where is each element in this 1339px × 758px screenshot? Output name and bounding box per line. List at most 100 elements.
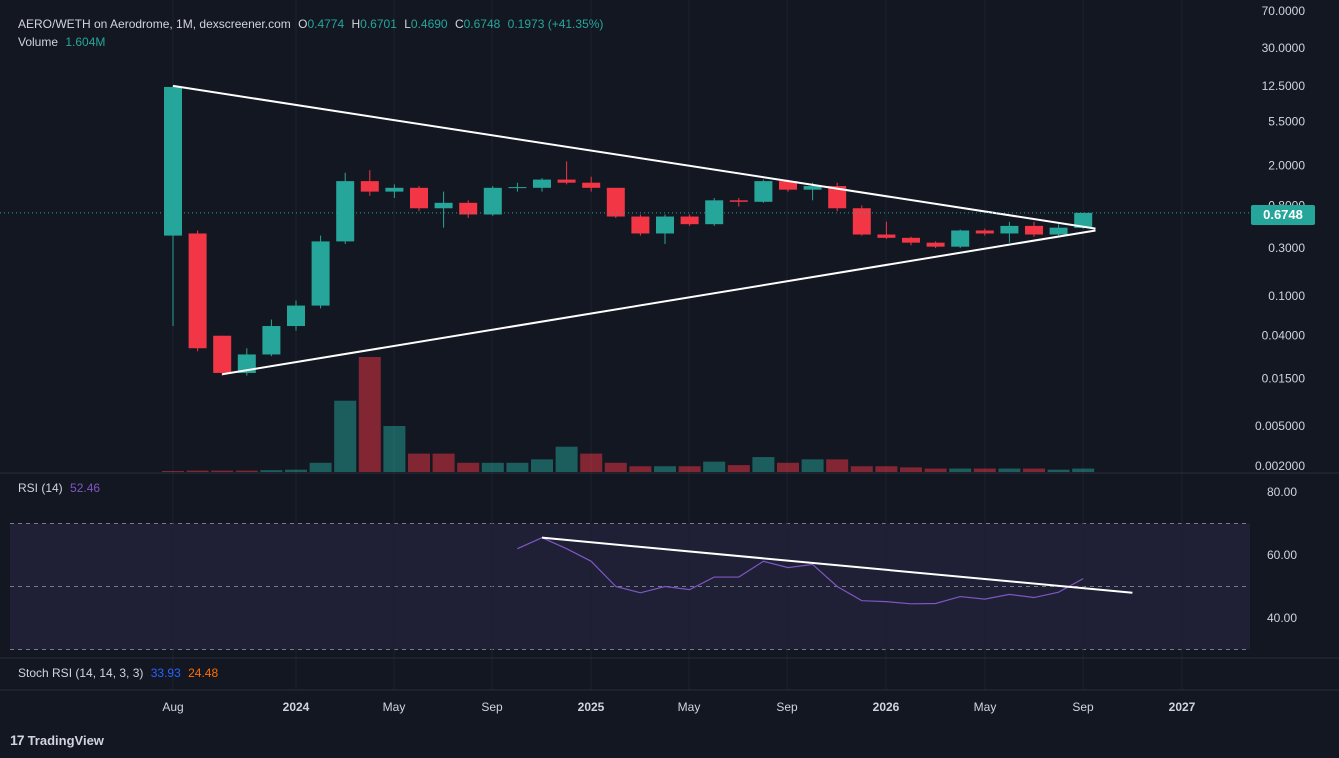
price-axis-label: 0.04000 bbox=[1262, 329, 1306, 343]
time-axis-label: May bbox=[383, 700, 406, 714]
time-axis-label: Sep bbox=[776, 700, 798, 714]
candle-body bbox=[975, 230, 994, 234]
volume-bar bbox=[604, 462, 627, 472]
candle-body bbox=[533, 179, 551, 188]
volume-bar bbox=[211, 470, 234, 472]
volume-value: 1.604M bbox=[65, 35, 106, 49]
tradingview-logo-icon: 17 bbox=[10, 732, 25, 748]
price-axis-label: 0.1000 bbox=[1268, 289, 1305, 303]
candle-body bbox=[311, 241, 330, 306]
volume-bar bbox=[334, 400, 357, 472]
time-axis-label: Aug bbox=[162, 700, 183, 714]
candle-body bbox=[877, 234, 896, 238]
time-axis-label: 2025 bbox=[578, 700, 605, 714]
time-axis-label: 2024 bbox=[283, 700, 310, 714]
candle-body bbox=[754, 181, 773, 202]
candle-body bbox=[926, 242, 945, 247]
close-label: C bbox=[454, 17, 464, 31]
volume-bar bbox=[235, 470, 258, 472]
volume-bar bbox=[973, 468, 996, 472]
volume-bar bbox=[285, 469, 307, 472]
volume-bar bbox=[678, 466, 701, 472]
volume-bar bbox=[752, 457, 775, 472]
time-axis-label: May bbox=[678, 700, 701, 714]
volume-bar bbox=[801, 459, 824, 472]
volume-bar bbox=[186, 470, 209, 472]
candle-body bbox=[729, 200, 748, 202]
candle-body bbox=[631, 216, 650, 234]
rsi-legend: RSI (14) 52.46 bbox=[18, 481, 104, 495]
volume-bar bbox=[629, 466, 652, 472]
candle-body bbox=[1000, 225, 1019, 234]
volume-bar bbox=[727, 465, 750, 472]
time-axis-label: Sep bbox=[1072, 700, 1094, 714]
price-axis-label: 12.5000 bbox=[1262, 79, 1306, 93]
price-axis-label: 0.3000 bbox=[1268, 241, 1305, 255]
volume-bar bbox=[432, 453, 455, 472]
rsi-axis-label: 80.00 bbox=[1267, 485, 1297, 499]
volume-legend: Volume 1.604M bbox=[18, 35, 109, 49]
candle-body bbox=[262, 326, 281, 355]
volume-bar bbox=[481, 462, 504, 472]
open-value: 0.4774 bbox=[307, 17, 345, 31]
stoch-k-value: 33.93 bbox=[150, 666, 181, 680]
ohlc-legend: AERO/WETH on Aerodrome, 1M, dexscreener.… bbox=[18, 17, 607, 31]
low-value: 0.4690 bbox=[410, 17, 448, 31]
candle-body bbox=[483, 187, 502, 215]
candle-body bbox=[1074, 212, 1093, 228]
time-axis-label: Sep bbox=[481, 700, 503, 714]
rsi-axis-label: 40.00 bbox=[1267, 611, 1297, 625]
volume-bar bbox=[875, 466, 898, 472]
price-trendline bbox=[222, 229, 1096, 376]
low-label: L bbox=[404, 17, 411, 31]
candle-body bbox=[1049, 227, 1068, 235]
price-axis-label: 0.01500 bbox=[1262, 371, 1306, 385]
high-label: H bbox=[351, 17, 361, 31]
candle-body bbox=[828, 186, 847, 209]
candle-body bbox=[508, 187, 527, 189]
candle-body bbox=[213, 335, 232, 373]
candle-body bbox=[557, 179, 576, 183]
candle-body bbox=[410, 187, 428, 209]
tradingview-brand: 17 TradingView bbox=[10, 732, 104, 748]
volume-bar bbox=[949, 468, 972, 472]
rsi-label: RSI (14) bbox=[18, 481, 63, 495]
volume-bar bbox=[998, 468, 1021, 472]
price-axis-label: 0.002000 bbox=[1255, 459, 1305, 473]
stoch-label: Stoch RSI (14, 14, 3, 3) bbox=[18, 666, 144, 680]
time-axis-label: May bbox=[974, 700, 997, 714]
volume-bar bbox=[555, 446, 578, 472]
volume-bar bbox=[654, 466, 676, 472]
volume-bar bbox=[260, 470, 283, 472]
time-axis-label: 2027 bbox=[1169, 700, 1196, 714]
volume-bar bbox=[826, 459, 849, 472]
candle-body bbox=[656, 216, 674, 234]
candle-body bbox=[164, 86, 182, 236]
volume-bar bbox=[924, 468, 947, 472]
price-axis-label: 70.0000 bbox=[1262, 4, 1306, 18]
candle-body bbox=[336, 181, 355, 242]
volume-bar bbox=[531, 459, 553, 472]
candle-body bbox=[360, 181, 379, 192]
volume-bar bbox=[1072, 468, 1095, 472]
symbol-title: AERO/WETH on Aerodrome, 1M, dexscreener.… bbox=[18, 17, 291, 31]
price-axis-label: 2.0000 bbox=[1268, 159, 1305, 173]
last-price-tag: 0.6748 bbox=[1251, 205, 1315, 225]
candle-body bbox=[434, 202, 453, 209]
volume-bar bbox=[309, 462, 332, 472]
volume-bar bbox=[703, 461, 726, 472]
volume-bar bbox=[457, 462, 480, 472]
price-axis-label: 30.0000 bbox=[1262, 41, 1306, 55]
candle-body bbox=[951, 230, 970, 247]
candle-body bbox=[459, 202, 478, 215]
candle-body bbox=[1025, 225, 1043, 235]
price-axis-label: 5.5000 bbox=[1268, 115, 1305, 129]
candle-body bbox=[680, 216, 699, 225]
candle-body bbox=[606, 187, 625, 217]
rsi-line bbox=[517, 537, 1084, 605]
candle-body bbox=[385, 187, 404, 192]
candle-body bbox=[188, 233, 207, 349]
volume-bar bbox=[408, 453, 430, 472]
high-value: 0.6701 bbox=[360, 17, 397, 31]
